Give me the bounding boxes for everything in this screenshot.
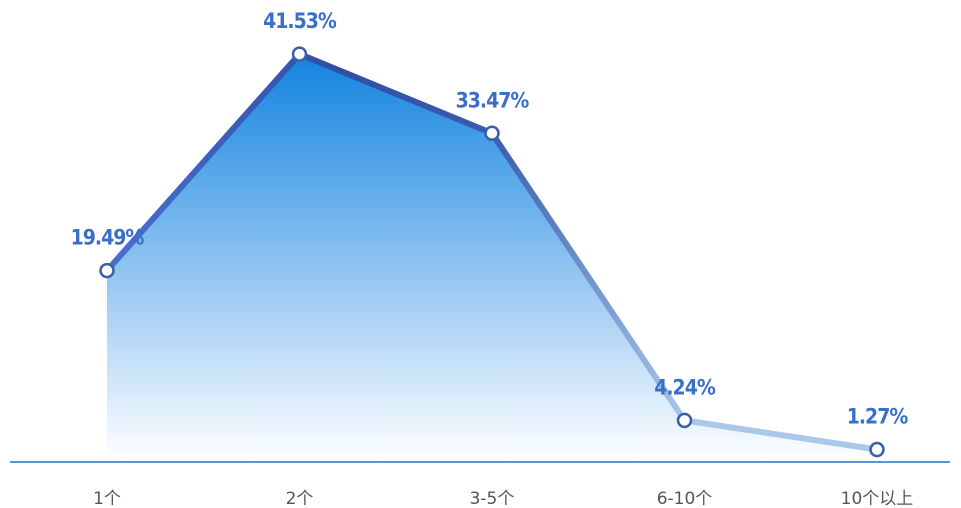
x-axis-tick-labels: 1个 2个 3-5个 6-10个 10个以上 — [93, 489, 913, 508]
data-point-marker — [869, 441, 885, 458]
data-labels: 19.49% 41.53% 33.47% 4.24% 1.27% — [71, 9, 910, 429]
x-axis-tick-label: 10个以上 — [841, 489, 914, 508]
data-point-marker — [484, 125, 500, 142]
x-axis-tick-label: 3-5个 — [470, 489, 515, 508]
x-axis-tick-label: 1个 — [93, 489, 121, 508]
data-point-marker — [676, 412, 693, 429]
data-label: 41.53% — [263, 9, 337, 33]
data-label: 1.27% — [847, 405, 909, 429]
data-point-marker — [99, 262, 115, 279]
data-label: 19.49% — [71, 226, 145, 250]
data-label: 33.47% — [456, 88, 530, 112]
data-label: 4.24% — [654, 375, 716, 399]
area-fill — [107, 54, 877, 463]
x-axis-tick-label: 2个 — [286, 489, 314, 508]
x-axis-tick-label: 6-10个 — [657, 489, 713, 508]
data-point-marker — [291, 46, 308, 62]
data-point-markers — [99, 46, 885, 458]
